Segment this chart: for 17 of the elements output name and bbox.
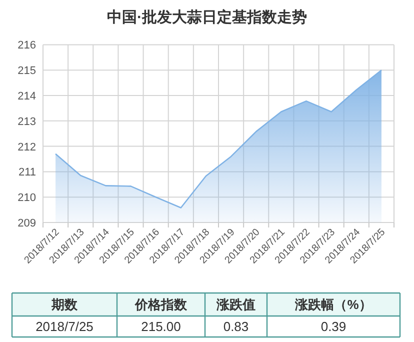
text: 2018/7/25 xyxy=(36,319,94,334)
text: 涨跌幅（%） xyxy=(294,297,372,312)
y-tick-label: 209 xyxy=(18,218,36,230)
text: 215.00 xyxy=(141,319,181,334)
y-tick-label: 212 xyxy=(18,141,36,154)
text: 期数 xyxy=(50,297,78,312)
text: 0.39 xyxy=(320,319,346,334)
y-tick-label: 216 xyxy=(18,40,36,52)
y-tick-label: 210 xyxy=(18,192,36,204)
y-tick-label: 215 xyxy=(18,65,36,78)
y-tick-label: 211 xyxy=(18,166,36,179)
title: 中国·批发大蒜日定基指数走势 xyxy=(107,9,307,26)
text: 0.83 xyxy=(223,319,249,334)
text: 价格指数 xyxy=(134,297,188,312)
text: 涨跌值 xyxy=(216,297,256,312)
y-tick-label: 213 xyxy=(18,116,36,128)
y-tick-label: 214 xyxy=(18,90,36,102)
